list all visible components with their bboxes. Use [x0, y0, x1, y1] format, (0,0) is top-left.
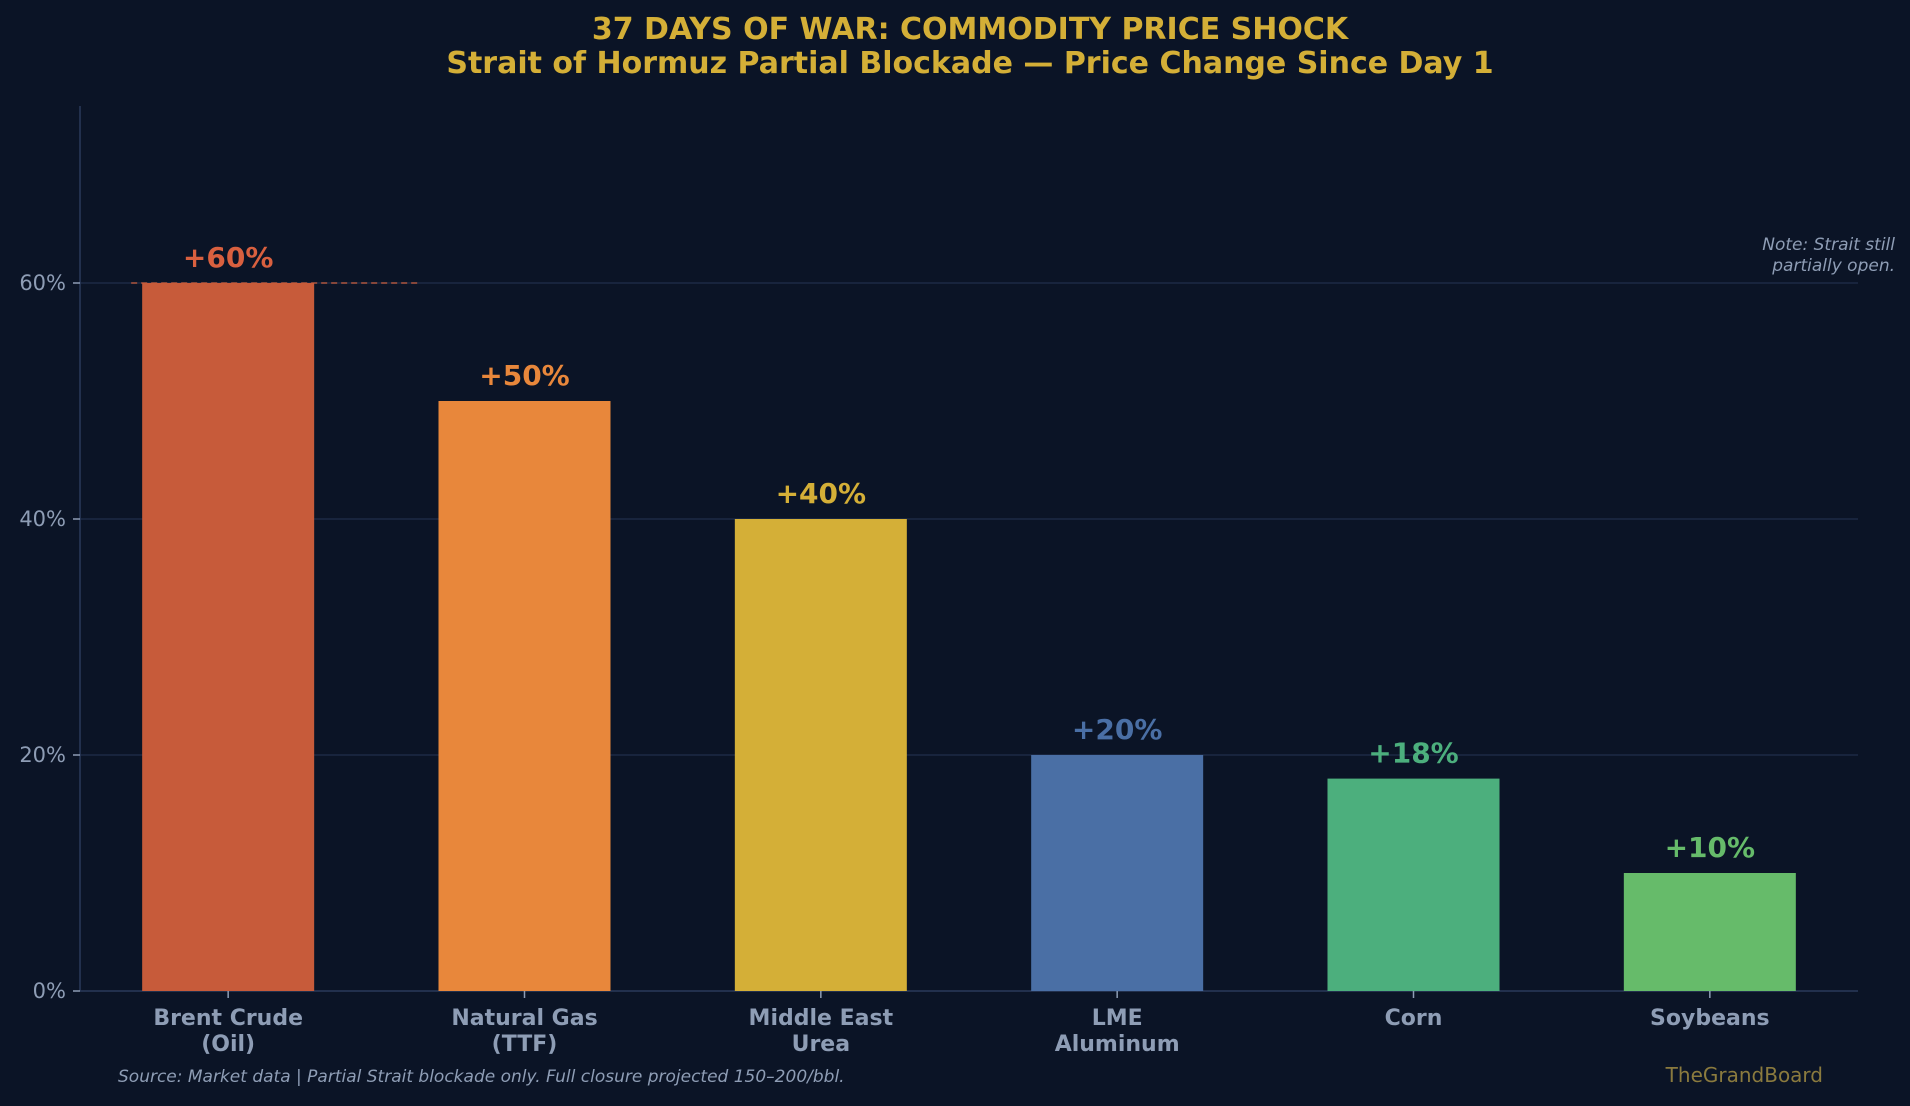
source-note: Source: Market data | Partial Strait blo… [118, 1067, 845, 1087]
x-ticks: Brent Crude(Oil) Natural Gas(TTF) Middle E… [153, 991, 1770, 1057]
chart-subtitle: Strait of Hormuz Partial Blockade — Pric… [446, 46, 1493, 81]
bar-3 [1031, 755, 1204, 991]
x-tick-label-0-line-1: (Oil) [201, 1032, 255, 1057]
x-tick-label-4-line-0: Corn [1385, 1006, 1443, 1031]
note-line-2: partially open. [1771, 256, 1895, 276]
bar-1 [438, 401, 611, 991]
data-label-1: +50% [479, 359, 569, 392]
data-label-5: +10% [1665, 831, 1755, 864]
x-tick-label-1-line-1: (TTF) [492, 1032, 558, 1057]
bar-2 [734, 519, 907, 991]
x-tick-label-0-line-0: Brent Crude [153, 1006, 303, 1031]
data-label-4: +18% [1368, 737, 1458, 770]
data-label-2: +40% [776, 477, 866, 510]
bar-4 [1327, 778, 1500, 991]
x-tick-label-2-line-0: Middle East [749, 1006, 894, 1031]
grid-lines [80, 282, 1858, 756]
y-tick-label-0: 0% [33, 979, 66, 1003]
x-tick-label-3-line-1: Aluminum [1055, 1032, 1180, 1057]
bar-5 [1623, 873, 1796, 991]
y-tick-label-20: 20% [19, 743, 66, 767]
data-label-0: +60% [183, 241, 273, 274]
bar-0 [142, 283, 315, 991]
y-ticks: 0% 20% 40% 60% [19, 271, 80, 1003]
chart-title: 37 DAYS OF WAR: COMMODITY PRICE SHOCK [592, 12, 1350, 47]
x-tick-label-2-line-1: Urea [792, 1032, 850, 1057]
brand-watermark: TheGrandBoard [1665, 1063, 1823, 1087]
y-tick-label-40: 40% [19, 507, 66, 531]
data-labels: +60% +50% +40% +20% +18% +10% [183, 241, 1755, 864]
axes [79, 106, 1858, 992]
data-label-3: +20% [1072, 713, 1162, 746]
x-tick-label-1-line-0: Natural Gas [451, 1006, 597, 1031]
bars [142, 283, 1796, 991]
x-tick-label-5-line-0: Soybeans [1650, 1006, 1770, 1031]
note-line-1: Note: Strait still [1762, 235, 1895, 255]
x-tick-label-3-line-0: LME [1092, 1006, 1143, 1031]
y-tick-label-60: 60% [19, 271, 66, 295]
